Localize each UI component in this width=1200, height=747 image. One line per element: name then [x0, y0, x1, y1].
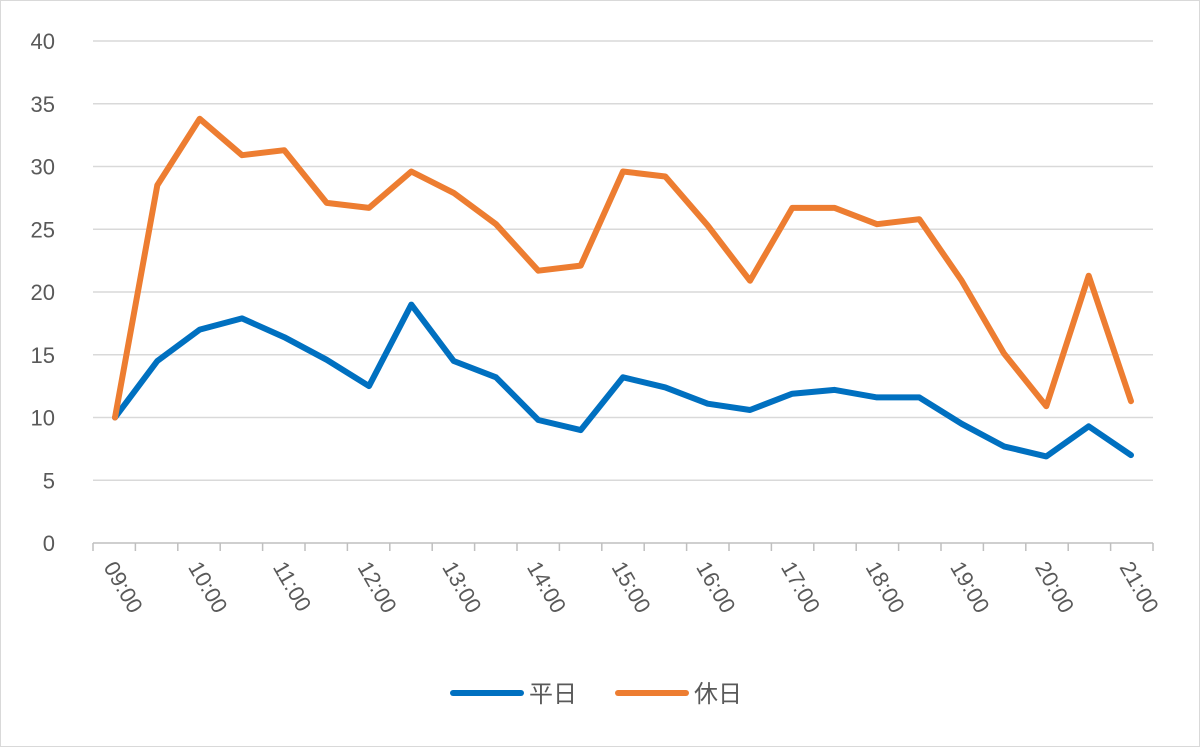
legend-label: 平日: [529, 680, 577, 708]
y-tick-label: 10: [31, 406, 55, 431]
y-tick-label: 35: [31, 92, 55, 117]
y-tick-label: 20: [31, 280, 55, 305]
x-tick-label: 10:00: [183, 557, 232, 617]
x-tick-label: 14:00: [522, 557, 571, 617]
series-line-1: [112, 115, 1134, 421]
series-line-0: [112, 301, 1134, 460]
x-axis: 09:00 10:00 11:00 12:00 13:00 14:00 15:00 16:00…: [92, 542, 1164, 617]
y-tick-label: 0: [43, 531, 55, 556]
legend: 平日 休日: [450, 680, 742, 708]
x-tick-label: 19:00: [945, 557, 994, 617]
legend-label: 休日: [694, 680, 742, 708]
series-lines: [112, 115, 1134, 460]
y-axis: 0 5 10 15 20 25 30 35 40: [31, 29, 55, 556]
x-tick-label: 11:00: [268, 557, 316, 616]
y-tick-label: 30: [31, 155, 55, 180]
x-tick-label: 18:00: [861, 557, 910, 617]
x-tick-label: 15:00: [607, 557, 656, 617]
y-tick-label: 15: [31, 343, 55, 368]
x-tick-label: 17:00: [776, 557, 825, 617]
x-tick-label: 12:00: [353, 557, 402, 617]
y-tick-label: 25: [31, 217, 55, 242]
x-tick-label: 20:00: [1030, 557, 1079, 617]
x-tick-label: 09:00: [99, 557, 148, 617]
x-tick-label: 13:00: [437, 557, 486, 617]
y-tick-label: 40: [31, 29, 55, 54]
x-tick-label: 16:00: [691, 557, 740, 617]
gridlines: [93, 40, 1153, 481]
x-tick-label: 21:00: [1115, 557, 1164, 617]
y-tick-label: 5: [43, 468, 55, 493]
